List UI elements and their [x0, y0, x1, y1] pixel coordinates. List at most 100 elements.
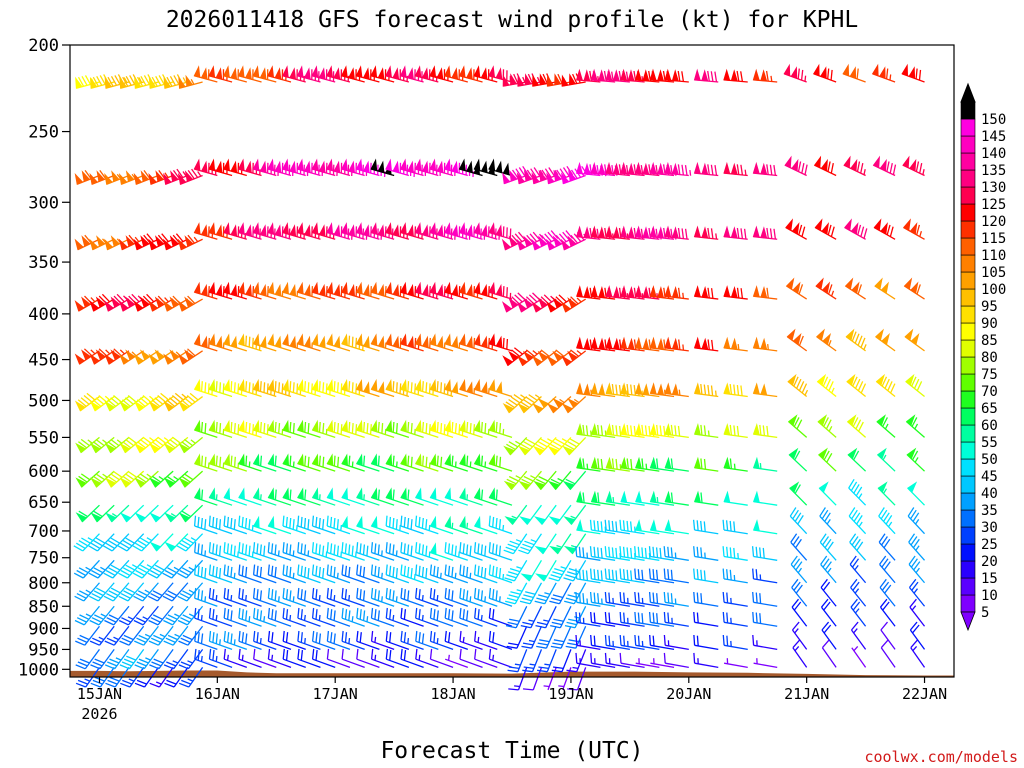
wind-barb — [502, 347, 528, 367]
wind-barb — [74, 605, 100, 626]
barb-feather — [495, 421, 498, 433]
barb-feather — [589, 568, 593, 579]
barb-pennant — [252, 378, 260, 392]
y-tick-label: 600 — [28, 462, 59, 482]
barb-pennant — [223, 333, 231, 347]
barb-pennant — [785, 277, 795, 290]
barb-feather — [550, 478, 561, 485]
barb-half-feather — [90, 349, 96, 355]
barb-pennant — [154, 296, 165, 308]
barb-feather — [615, 384, 618, 395]
barb-pennant — [104, 353, 115, 365]
barb-feather — [151, 76, 158, 87]
barb-pennant — [730, 285, 738, 299]
barb-feather — [274, 610, 277, 621]
barb-pennant — [355, 158, 363, 172]
barb-feather — [429, 337, 431, 349]
wind-barb — [473, 587, 498, 607]
wind-barb — [723, 382, 748, 398]
chart-title: 2026011418 GFS forecast wind profile (kt… — [166, 7, 858, 33]
barb-feather — [604, 568, 607, 579]
colorbar-label: 20 — [981, 554, 998, 570]
barb-feather — [462, 543, 465, 554]
barb-pennant — [267, 281, 275, 295]
barb-feather — [230, 633, 233, 644]
barb-pennant — [451, 67, 459, 80]
barb-shaft — [430, 617, 454, 627]
barb-pennant — [723, 456, 731, 470]
barb-shaft — [792, 647, 808, 668]
barb-feather — [766, 287, 769, 299]
barb-feather — [389, 609, 392, 620]
barb-shaft — [282, 658, 306, 668]
barb-half-feather — [914, 457, 919, 463]
barb-feather — [297, 542, 300, 553]
barb-feather — [860, 383, 867, 394]
barb-half-feather — [462, 636, 465, 643]
barb-half-feather — [656, 293, 659, 299]
barb-feather — [110, 397, 120, 405]
barb-shaft — [558, 559, 572, 582]
barb-half-feather — [515, 440, 521, 445]
barb-pennant — [567, 350, 579, 362]
barb-feather — [325, 286, 328, 297]
wind-barb — [723, 456, 748, 472]
barb-feather — [344, 632, 348, 643]
barb-feather — [521, 597, 532, 602]
barb-pennant — [185, 74, 194, 87]
barb-shaft — [297, 525, 321, 535]
barb-feather — [389, 650, 392, 661]
wind-barb — [474, 648, 498, 668]
barb-pennant — [134, 512, 147, 523]
barb-pennant — [170, 170, 179, 183]
barb-feather — [238, 515, 241, 527]
barb-feather — [564, 443, 575, 450]
barb-feather — [910, 558, 918, 568]
barb-pennant — [649, 225, 657, 238]
barb-half-feather — [547, 438, 553, 443]
barb-half-feather — [325, 551, 328, 558]
barb-feather — [78, 540, 89, 547]
wind-barb — [519, 504, 542, 526]
barb-shaft — [791, 629, 808, 650]
wind-barb — [783, 63, 807, 83]
barb-feather — [462, 609, 465, 620]
barb-half-feather — [656, 497, 659, 503]
barb-feather — [916, 224, 921, 235]
barb-feather — [714, 71, 718, 82]
wind-barb — [238, 648, 262, 668]
barb-feather — [459, 607, 462, 619]
barb-half-feather — [102, 473, 108, 478]
barb-feather — [421, 544, 425, 555]
wind-barb — [604, 634, 630, 651]
barb-feather — [226, 589, 230, 600]
barb-feather — [212, 565, 215, 577]
barb-feather — [677, 164, 681, 175]
barb-feather — [95, 397, 105, 405]
barb-feather — [554, 567, 565, 573]
barb-feather — [536, 645, 547, 649]
barb-feather — [212, 543, 215, 554]
barb-shaft — [223, 617, 248, 627]
y-tick-label: 800 — [28, 574, 59, 594]
barb-shaft — [238, 525, 262, 535]
barb-feather — [567, 688, 578, 691]
barb-feather — [528, 294, 538, 303]
barb-pennant — [415, 453, 422, 467]
barb-feather — [593, 592, 596, 603]
wind-barb — [223, 419, 248, 439]
barb-feather — [304, 455, 307, 467]
barb-feather — [204, 568, 207, 579]
barb-pennant — [546, 402, 559, 414]
barb-feather — [330, 589, 333, 600]
wind-barb — [535, 605, 557, 629]
wind-barb — [459, 587, 483, 607]
barb-feather — [297, 630, 300, 642]
barb-feather — [883, 538, 891, 549]
barb-pennant — [576, 382, 584, 395]
wind-barb — [400, 630, 424, 651]
barb-shaft — [341, 551, 365, 561]
barb-feather — [315, 565, 318, 577]
barb-feather — [566, 165, 574, 176]
barb-feather — [773, 165, 777, 176]
